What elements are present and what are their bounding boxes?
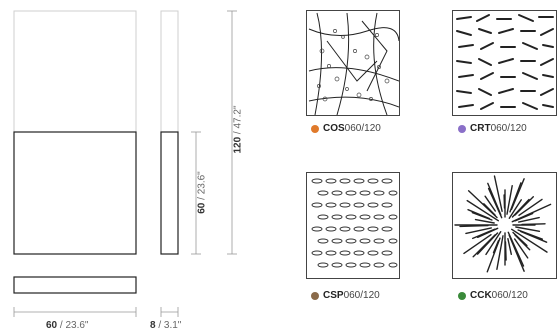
burst-stroke: [466, 199, 499, 222]
dimension-line-height-half: [191, 131, 201, 255]
swatch-caption-cos: COS060/120: [311, 123, 381, 134]
branch-dots-pattern: [308, 12, 399, 115]
burst-stroke: [492, 239, 500, 254]
color-dot: [458, 291, 466, 300]
burst-stroke: [506, 184, 513, 215]
width-value: 60: [46, 320, 58, 331]
burst-stroke: [507, 237, 512, 256]
burst-stroke: [521, 223, 546, 226]
burst-stroke: [511, 228, 548, 253]
dimension-line-height-total: [227, 10, 237, 255]
radial-burst-pattern: [454, 175, 552, 273]
burst-stroke: [496, 235, 504, 271]
height-total-value: 120: [232, 136, 244, 154]
front-view-panel: [13, 131, 137, 255]
burst-stroke: [485, 231, 502, 256]
burst-stroke: [517, 216, 540, 223]
burst-stroke: [467, 209, 490, 220]
burst-stroke: [514, 238, 529, 259]
swatch-tile-cck[interactable]: [452, 172, 557, 279]
swatch-code: CSP: [323, 290, 344, 301]
dimension-height-half-label: 60 / 23.6": [197, 165, 208, 221]
swatch-code: CRT: [470, 123, 491, 134]
ovals-rows-pattern: [311, 178, 398, 268]
top-view-panel: [13, 276, 137, 294]
width-inches: 23.6": [65, 320, 89, 331]
burst-stroke: [472, 234, 496, 258]
burst-stroke: [472, 228, 496, 240]
burst-stroke: [483, 203, 496, 216]
dimension-line-depth: [160, 307, 179, 317]
burst-stroke: [514, 212, 534, 222]
swatch-size: 060/120: [344, 123, 381, 134]
burst-stroke: [514, 234, 531, 251]
tick-marks-pattern: [456, 14, 554, 110]
height-half-sep: /: [196, 194, 208, 203]
depth-sep: /: [155, 320, 164, 331]
dimension-line-width: [13, 307, 137, 317]
burst-stroke: [514, 196, 535, 216]
side-view-panel: [160, 131, 179, 255]
color-dot: [311, 124, 319, 133]
burst-stroke: [487, 182, 502, 216]
dimension-height-total-label: 120 / 47.2": [233, 100, 244, 160]
burst-stroke: [463, 234, 492, 255]
swatch-code: CCK: [470, 290, 492, 301]
depth-inches: 3.1": [163, 320, 182, 331]
swatch-caption-csp: CSP060/120: [311, 290, 380, 301]
height-half-value: 60: [196, 202, 208, 214]
height-total-sep: /: [232, 128, 244, 137]
width-sep: /: [57, 320, 66, 331]
dimension-depth-label: 8 / 3.1": [150, 320, 181, 331]
color-dot: [311, 291, 319, 300]
swatch-tile-csp[interactable]: [306, 172, 400, 279]
burst-stroke: [465, 227, 492, 235]
swatch-code: COS: [323, 123, 345, 134]
depth-value: 8: [150, 320, 156, 331]
burst-stroke: [474, 218, 495, 224]
height-total-inches: 47.2": [232, 105, 244, 129]
burst-stroke: [484, 195, 496, 212]
swatch-caption-cck: CCK060/120: [458, 290, 528, 301]
swatch-size: 060/120: [490, 123, 527, 134]
swatch-tile-crt[interactable]: [452, 10, 557, 116]
height-half-inches: 23.6": [196, 171, 208, 195]
burst-stroke: [519, 230, 548, 243]
swatch-tile-cos[interactable]: [306, 10, 400, 116]
burst-stroke: [515, 226, 541, 232]
color-dot: [458, 124, 466, 133]
burst-stroke: [510, 178, 525, 210]
burst-stroke: [493, 175, 503, 212]
burst-stroke: [508, 234, 525, 272]
burst-stroke: [518, 198, 543, 216]
burst-stroke: [508, 199, 523, 219]
dimension-width-label: 60 / 23.6": [46, 320, 88, 331]
swatch-caption-crt: CRT060/120: [458, 123, 527, 134]
swatch-size: 060/120: [343, 290, 380, 301]
swatch-size: 060/120: [491, 290, 528, 301]
